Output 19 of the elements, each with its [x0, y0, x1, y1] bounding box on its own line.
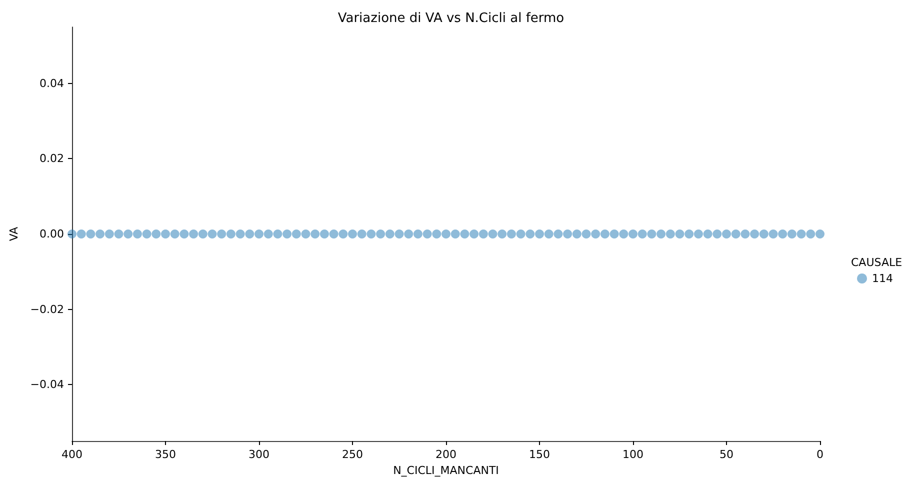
y-axis-title: VA	[7, 226, 20, 242]
x-tick-label: 200	[436, 448, 456, 461]
x-tick-label: 250	[342, 448, 363, 461]
x-tick-label: 150	[529, 448, 550, 461]
legend-title: CAUSALE	[851, 256, 902, 269]
x-tick-label: 400	[62, 448, 82, 461]
x-tick-label: 100	[622, 448, 644, 461]
chart-title: Variazione di VA vs N.Cicli al fermo	[338, 11, 564, 26]
y-tick-label: −0.04	[30, 378, 64, 392]
y-tick-label: −0.02	[30, 302, 64, 316]
y-tick-label: 0.02	[40, 152, 64, 166]
x-tick-label: 50	[720, 448, 734, 461]
y-tick-label: 0.00	[40, 228, 64, 240]
x-tick-label: 350	[155, 448, 176, 461]
legend-label: 114	[872, 272, 894, 285]
x-axis-title: N_CICLI_MANCANTI	[393, 464, 499, 477]
y-tick-label: 0.04	[40, 76, 64, 90]
x-tick-label: 300	[248, 448, 270, 461]
x-tick-label: 0	[816, 448, 824, 461]
